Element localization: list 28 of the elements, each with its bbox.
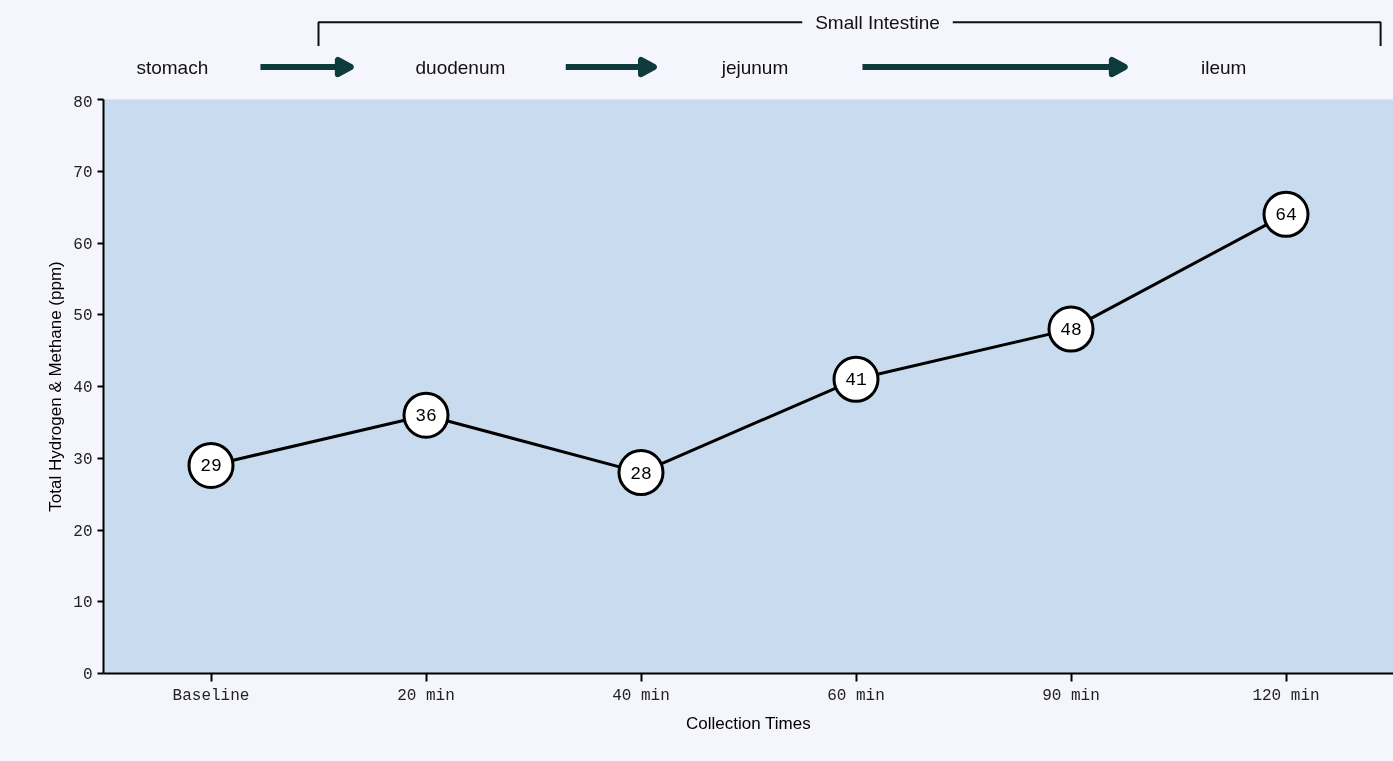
x-axis-title: Collection Times xyxy=(685,713,811,733)
y-tick-label: 80 xyxy=(73,93,93,112)
x-tick-label: 120 min xyxy=(1252,686,1320,705)
x-tick-label: 60 min xyxy=(827,686,885,705)
y-tick-label: 70 xyxy=(73,163,93,182)
text: jejunum xyxy=(720,56,789,78)
x-tick-label: 90 min xyxy=(1042,686,1100,705)
y-tick-label: 0 xyxy=(82,666,93,684)
text: stomach xyxy=(136,56,209,78)
data-label: 48 xyxy=(1060,320,1082,341)
x-tick-label: 40 min xyxy=(612,686,670,705)
y-tick-label: 20 xyxy=(73,522,93,541)
y-tick-label: 30 xyxy=(73,450,93,469)
y-tick-label: 40 xyxy=(73,379,93,397)
data-label: 29 xyxy=(200,456,222,477)
y-axis-title: Total Hydrogen & Methane (ppm) xyxy=(46,261,66,512)
y-tick-label: 60 xyxy=(73,235,93,254)
y-tick-label: 10 xyxy=(73,594,93,613)
y-tick-label: 50 xyxy=(73,307,93,326)
x-tick-label: Baseline xyxy=(172,686,250,705)
data-label: 41 xyxy=(845,370,867,391)
text: duodenum xyxy=(415,56,506,78)
text: ileum xyxy=(1200,56,1247,78)
data-label: 28 xyxy=(630,463,652,484)
text: Small Intestine xyxy=(815,11,940,33)
data-label: 36 xyxy=(415,406,437,427)
x-tick-label: 20 min xyxy=(397,686,455,705)
data-label: 64 xyxy=(1275,205,1297,226)
